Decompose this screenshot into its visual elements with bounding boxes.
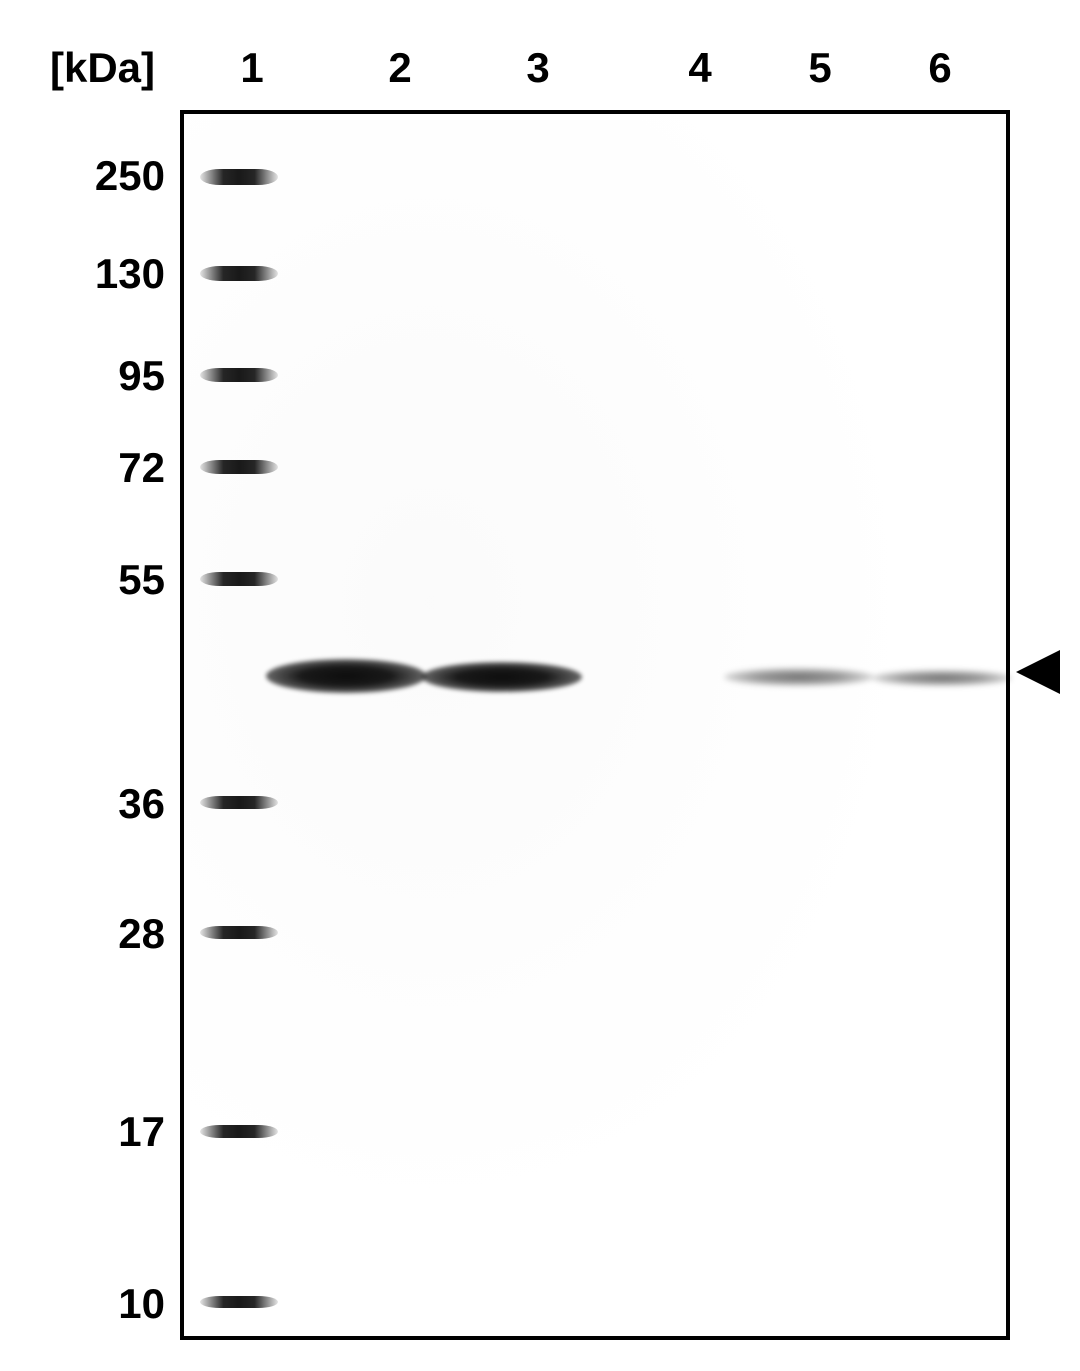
lane-label-3: 3: [518, 44, 558, 92]
marker-band-72: [200, 460, 278, 474]
mw-label-28: 28: [45, 910, 165, 958]
lane-label-5: 5: [800, 44, 840, 92]
target-band-arrow-icon: [1016, 650, 1060, 694]
target-band-lane3: [422, 662, 582, 692]
marker-band-36: [200, 796, 278, 809]
mw-label-95: 95: [45, 352, 165, 400]
marker-band-95: [200, 368, 278, 382]
target-band-lane5: [724, 668, 874, 686]
mw-label-55: 55: [45, 556, 165, 604]
target-band-lane2: [266, 659, 426, 693]
lane-label-1: 1: [232, 44, 272, 92]
marker-band-130: [200, 266, 278, 281]
blot-membrane-frame: [180, 110, 1010, 1340]
mw-label-36: 36: [45, 780, 165, 828]
lane-label-2: 2: [380, 44, 420, 92]
marker-band-17: [200, 1125, 278, 1138]
lane-label-6: 6: [920, 44, 960, 92]
unit-label: [kDa]: [50, 44, 155, 92]
mw-label-17: 17: [45, 1108, 165, 1156]
mw-label-72: 72: [45, 444, 165, 492]
western-blot-figure: [kDa] 1 2 3 4 5 6 250 130 95 72 55 36 28…: [0, 0, 1080, 1371]
mw-label-130: 130: [45, 250, 165, 298]
lane-label-4: 4: [680, 44, 720, 92]
target-band-lane6: [872, 670, 1012, 686]
mw-label-10: 10: [45, 1280, 165, 1328]
mw-label-250: 250: [45, 152, 165, 200]
marker-band-10: [200, 1296, 278, 1308]
marker-band-55: [200, 572, 278, 586]
marker-band-250: [200, 169, 278, 185]
marker-band-28: [200, 926, 278, 939]
